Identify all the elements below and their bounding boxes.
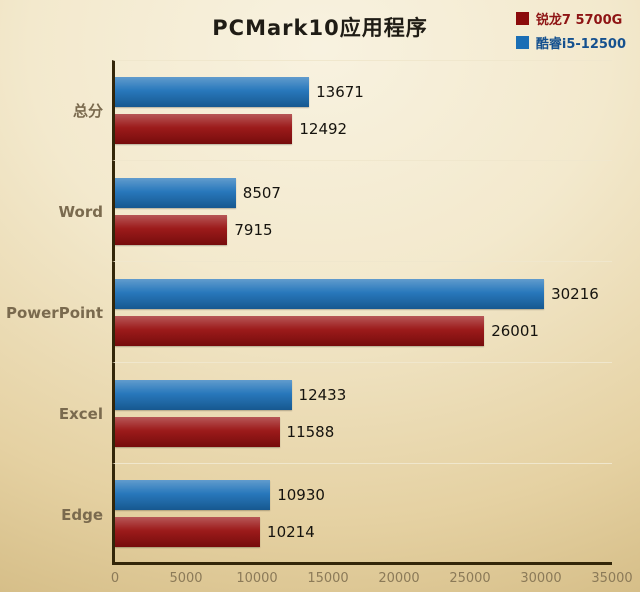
chart-rows: 总分 13671 12492 Word 8507 7915 PowerPoint 30216 2… bbox=[0, 60, 612, 565]
x-tick-label: 20000 bbox=[378, 571, 420, 586]
bar-row: 7915 bbox=[115, 214, 612, 245]
value-label: 12433 bbox=[298, 385, 347, 404]
category-row: Word 8507 7915 bbox=[0, 161, 612, 262]
category-row: Edge 10930 10214 bbox=[0, 464, 612, 565]
category-row: 总分 13671 12492 bbox=[0, 60, 612, 161]
bar-row: 12492 bbox=[115, 114, 612, 144]
x-tick-label: 35000 bbox=[591, 571, 633, 586]
category-label: PowerPoint bbox=[5, 303, 103, 322]
category-label: Edge bbox=[61, 505, 103, 524]
legend-label-ryzen: 锐龙7 5700G bbox=[535, 13, 623, 28]
bar-ryzen bbox=[115, 416, 280, 447]
x-axis-ticks: 0 5000 10000 15000 20000 25000 30000 35000 bbox=[111, 565, 633, 591]
bars-area: 10930 10214 bbox=[112, 464, 612, 565]
bar-row: 30216 bbox=[115, 278, 612, 309]
value-label: 11588 bbox=[286, 422, 335, 441]
bar-row: 11588 bbox=[115, 416, 612, 447]
category-label: Excel bbox=[58, 404, 103, 423]
bar-row: 8507 bbox=[115, 177, 612, 208]
bar-chart: 总分 13671 12492 Word 8507 7915 PowerPoint 30216 2… bbox=[0, 60, 633, 591]
bar-i5 bbox=[115, 479, 271, 510]
value-label: 10214 bbox=[267, 522, 315, 541]
bars-area: 12433 11588 bbox=[112, 363, 612, 464]
x-tick-label: 5000 bbox=[169, 571, 203, 586]
category-label: 总分 bbox=[72, 102, 103, 120]
x-tick-label: 15000 bbox=[307, 571, 349, 586]
legend: 锐龙7 5700G 酷睿i5-12500 bbox=[515, 9, 626, 57]
value-label: 13671 bbox=[316, 83, 364, 101]
bar-ryzen bbox=[115, 516, 261, 547]
x-tick-label: 25000 bbox=[449, 571, 491, 586]
value-label: 7915 bbox=[234, 220, 273, 239]
bar-row: 13671 bbox=[115, 77, 612, 107]
x-tick-label: 30000 bbox=[520, 571, 562, 586]
bar-i5 bbox=[115, 77, 310, 107]
bar-row: 10214 bbox=[115, 516, 612, 547]
legend-swatch-red-icon bbox=[515, 12, 529, 25]
value-label: 10930 bbox=[277, 485, 325, 504]
legend-item-i5: 酷睿i5-12500 bbox=[515, 33, 626, 52]
x-tick-label: 0 bbox=[110, 571, 120, 586]
category-row: PowerPoint 30216 26001 bbox=[0, 262, 612, 363]
bar-i5 bbox=[115, 278, 545, 309]
value-label: 30216 bbox=[551, 284, 599, 303]
bar-row: 12433 bbox=[115, 379, 612, 410]
bar-i5 bbox=[115, 177, 236, 208]
value-label: 26001 bbox=[491, 321, 539, 340]
bars-area: 13671 12492 bbox=[112, 60, 612, 161]
legend-label-i5: 酷睿i5-12500 bbox=[535, 37, 626, 52]
bars-area: 30216 26001 bbox=[112, 262, 612, 363]
bar-row: 10930 bbox=[115, 479, 612, 510]
bar-ryzen bbox=[115, 315, 485, 346]
value-label: 8507 bbox=[242, 183, 281, 202]
legend-swatch-blue-icon bbox=[515, 36, 529, 49]
legend-item-ryzen: 锐龙7 5700G bbox=[515, 9, 626, 28]
bar-row: 26001 bbox=[115, 315, 612, 346]
category-row: Excel 12433 11588 bbox=[0, 363, 612, 464]
chart-title: PCMark10应用程序 bbox=[212, 16, 428, 40]
category-label: Word bbox=[58, 202, 103, 221]
bar-i5 bbox=[115, 379, 292, 410]
bars-area: 8507 7915 bbox=[112, 161, 612, 262]
value-label: 12492 bbox=[299, 120, 348, 138]
bar-ryzen bbox=[115, 114, 293, 144]
x-tick-label: 10000 bbox=[236, 571, 278, 586]
bar-ryzen bbox=[115, 214, 228, 245]
